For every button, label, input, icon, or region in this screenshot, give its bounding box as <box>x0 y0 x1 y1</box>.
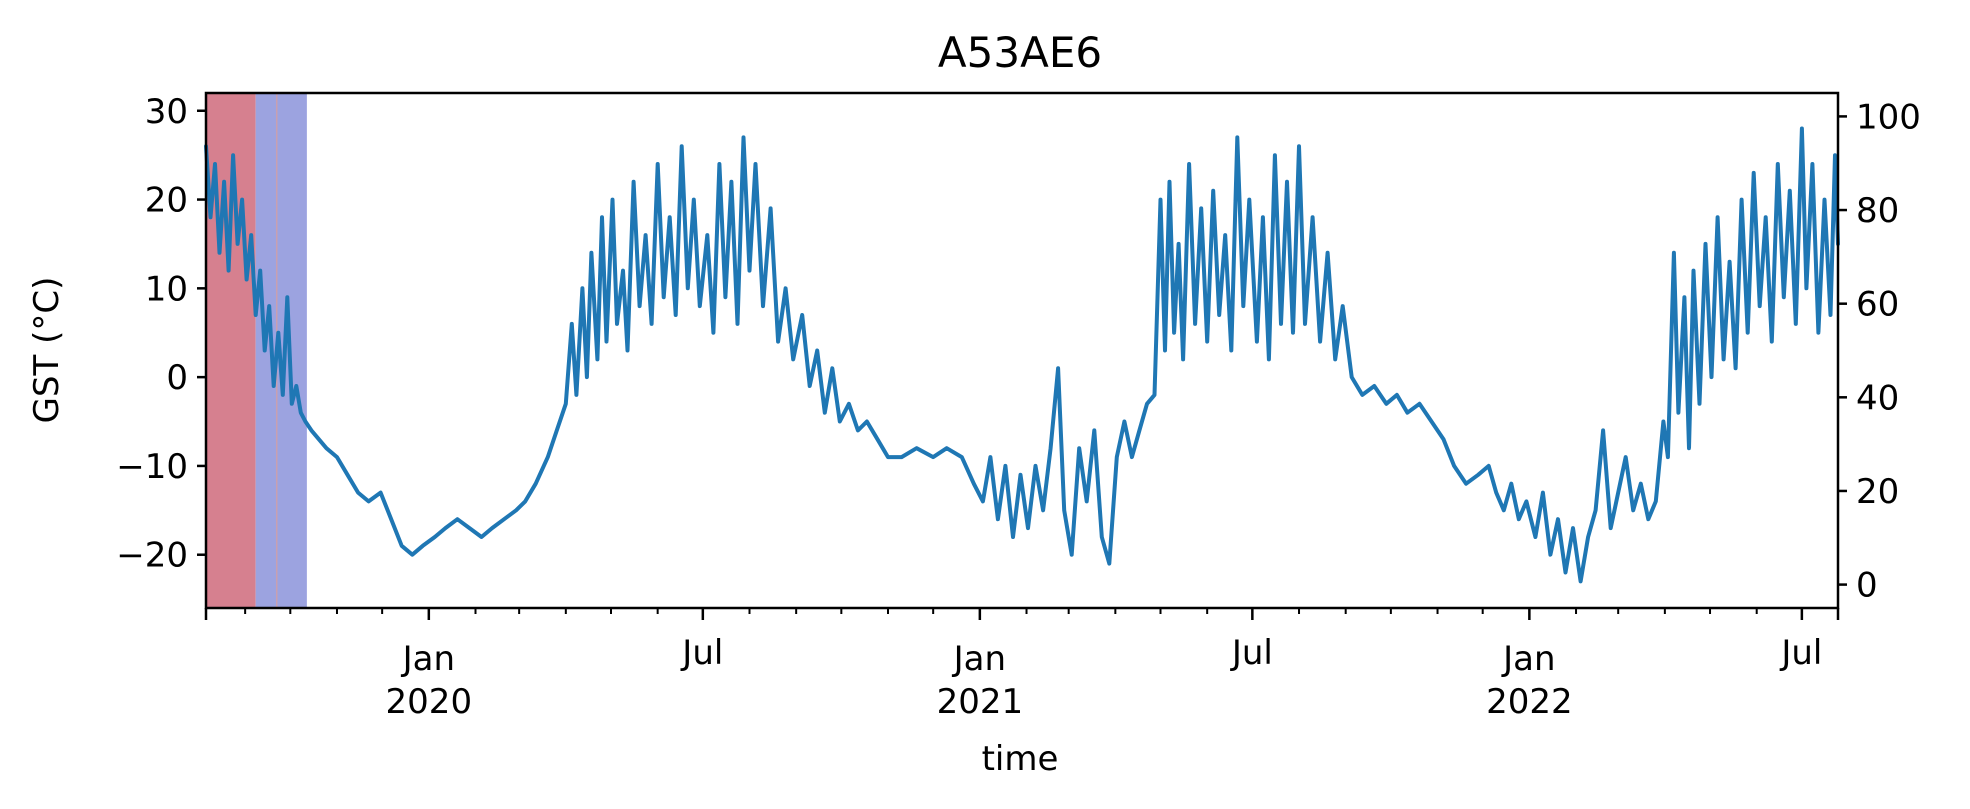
chart-title: A53AE6 <box>938 28 1102 77</box>
x-tick-label: Jan <box>952 639 1006 679</box>
y2-tick-label: 100 <box>1856 97 1921 137</box>
x-tick-label: Jan <box>401 639 455 679</box>
series-layer <box>204 126 1840 584</box>
series-line <box>204 126 1840 584</box>
y2-tick-label: 60 <box>1856 285 1899 325</box>
right-y-axis: 0 20 40 60 80 100 <box>1838 97 1921 606</box>
x-tick-label: Jul <box>1230 633 1273 673</box>
y-tick-label: −10 <box>116 447 188 487</box>
left-y-axis: −20 −10 0 10 20 30 <box>116 92 206 576</box>
x-axis-label: time <box>982 739 1059 779</box>
x-tick-label: 2020 <box>386 682 473 722</box>
y2-tick-label: 40 <box>1856 378 1899 418</box>
shaded-periods <box>206 93 307 608</box>
x-tick-label: 2021 <box>937 682 1024 722</box>
y-tick-label: 20 <box>145 181 188 221</box>
y-tick-label: 0 <box>166 358 188 398</box>
plot-frame <box>204 91 1840 610</box>
y2-tick-label: 0 <box>1856 566 1878 606</box>
x-tick-label: Jul <box>1779 633 1822 673</box>
y-tick-label: 10 <box>145 269 188 309</box>
y-axis-label: GST (°C) <box>27 277 67 424</box>
y-tick-label: −20 <box>116 536 188 576</box>
x-tick-label: Jul <box>680 633 723 673</box>
x-tick-label: Jan <box>1501 639 1555 679</box>
y2-tick-label: 20 <box>1856 472 1899 512</box>
y-tick-label: 30 <box>145 92 188 132</box>
y2-tick-label: 80 <box>1856 191 1899 231</box>
x-tick-label: 2022 <box>1486 682 1573 722</box>
